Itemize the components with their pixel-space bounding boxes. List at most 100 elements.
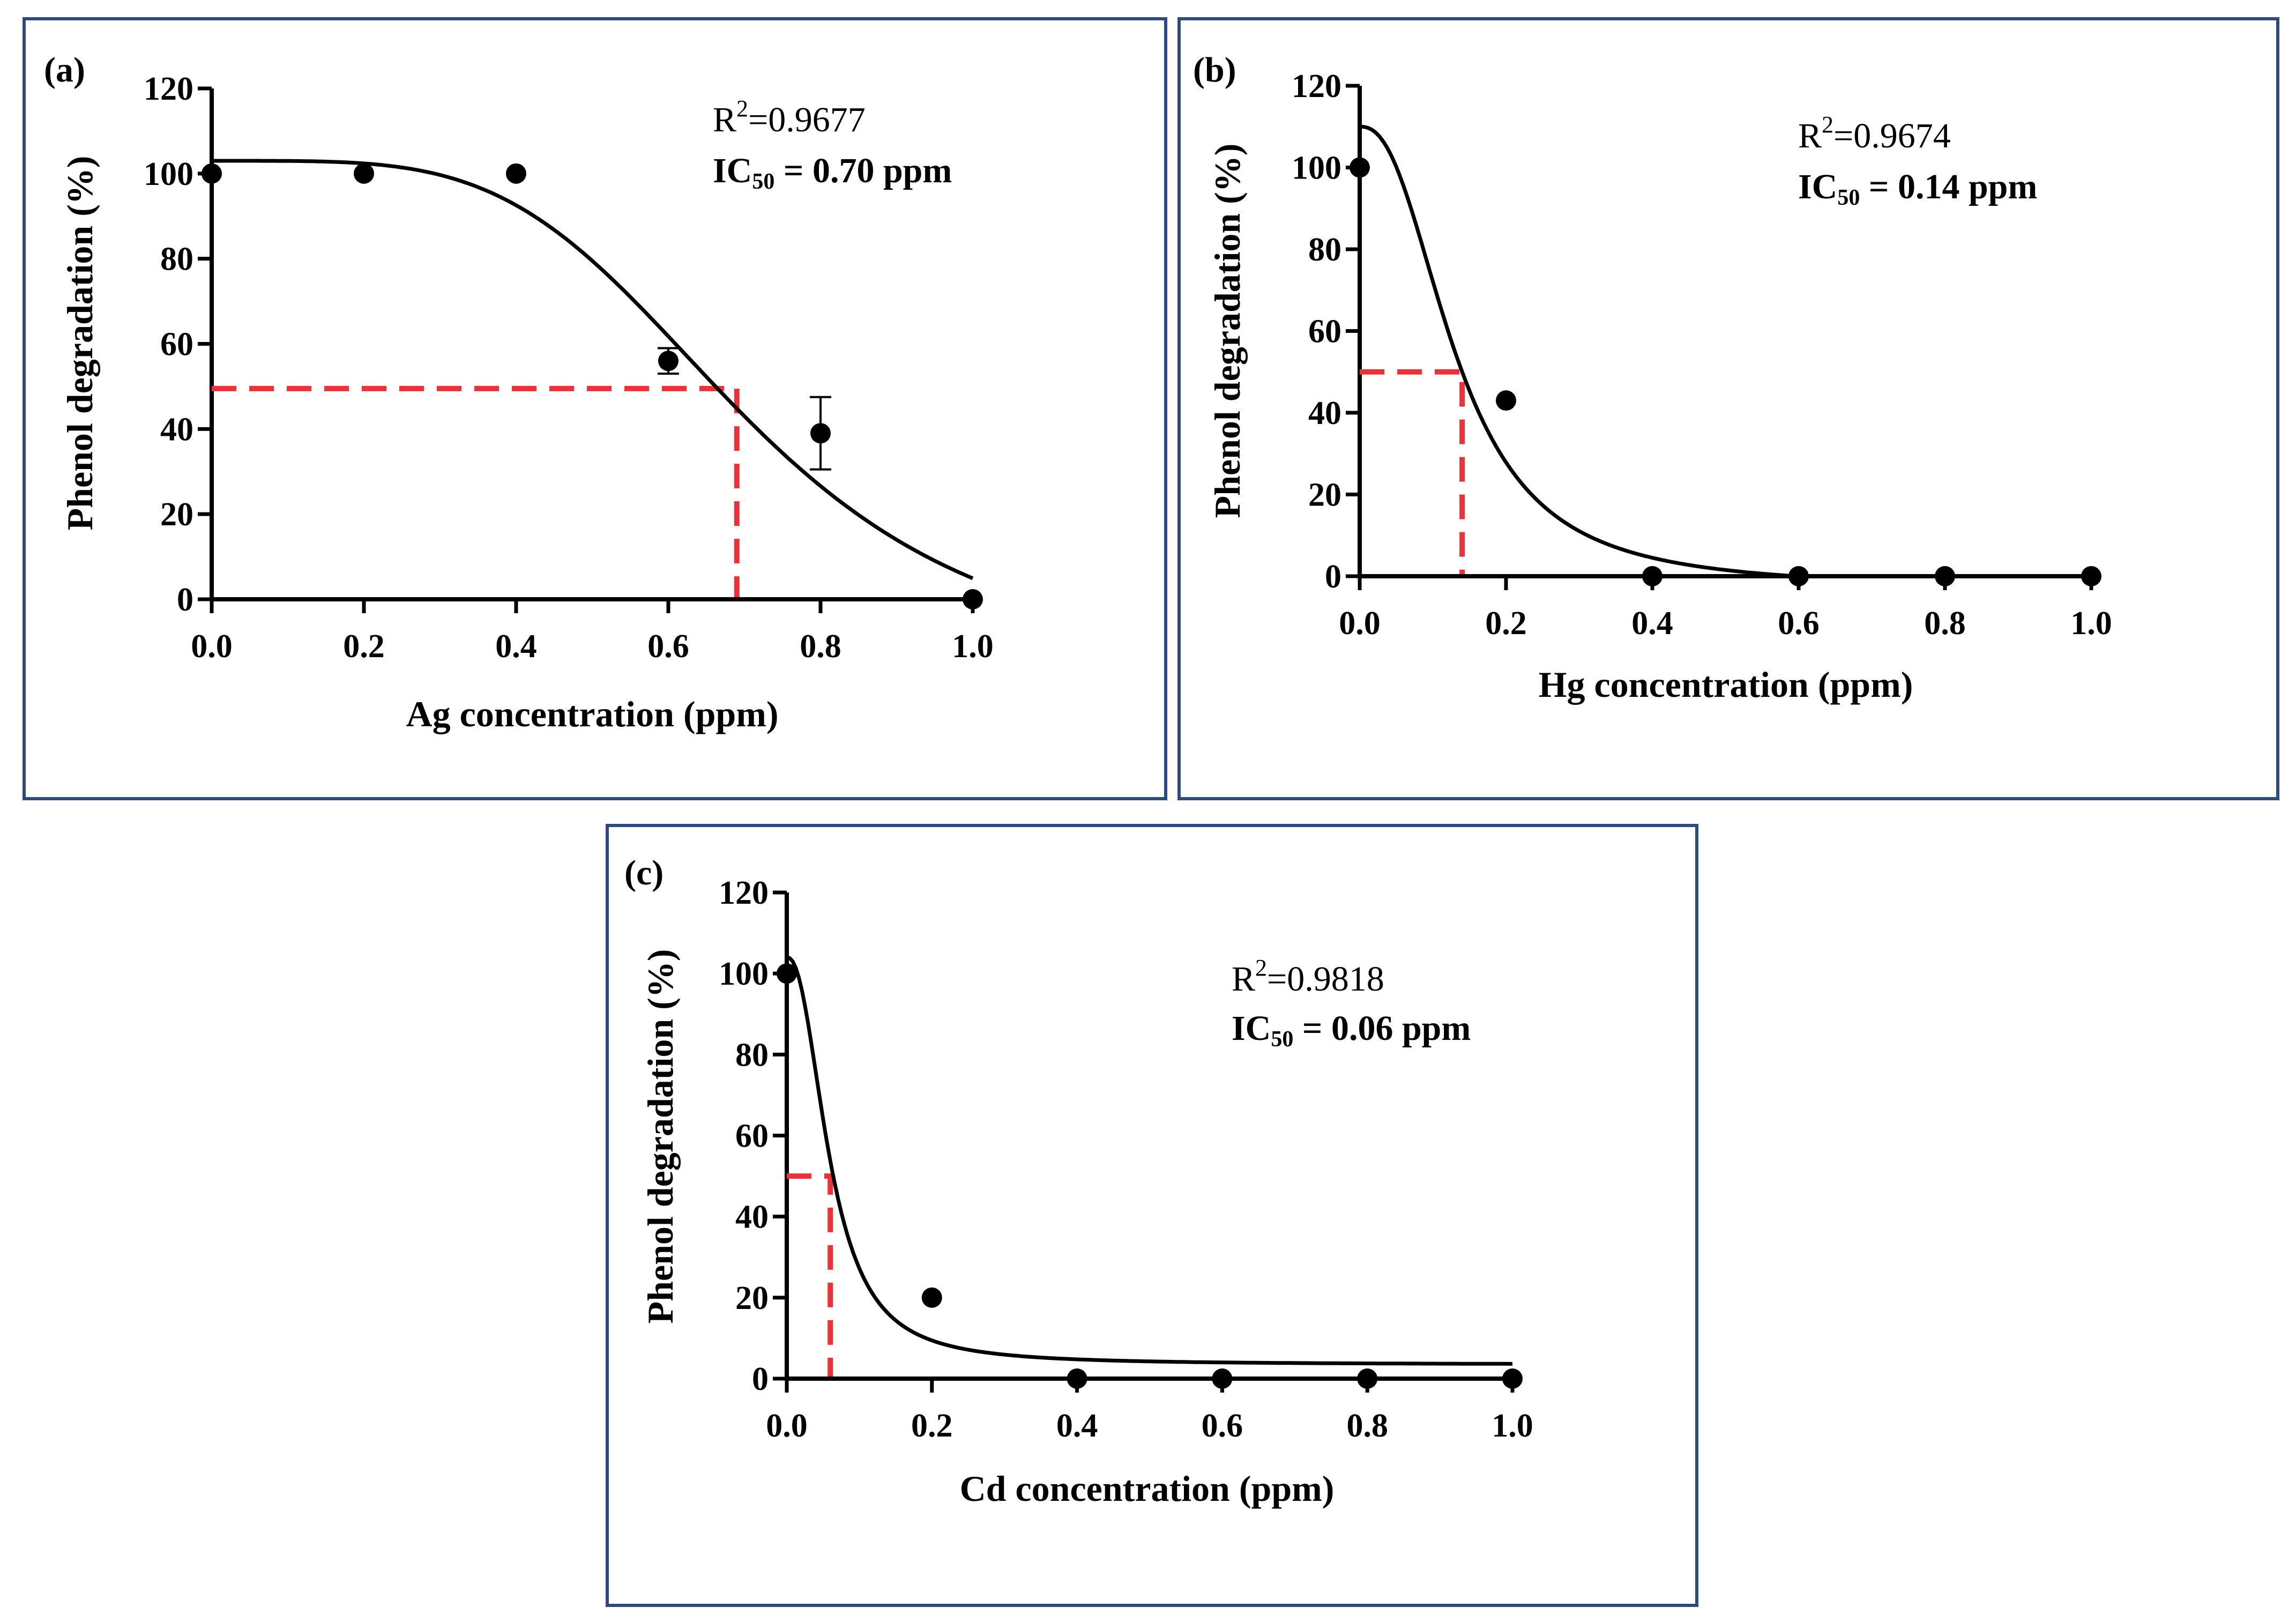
y-tick-label: 100 [144, 156, 193, 192]
y-tick-label: 80 [160, 241, 193, 278]
x-tick-label: 1.0 [1492, 1408, 1533, 1444]
x-axis-label: Hg concentration (ppm) [1539, 664, 1913, 705]
x-tick-label: 0.0 [766, 1408, 808, 1444]
x-axis-label: Cd concentration (ppm) [960, 1468, 1335, 1509]
r2-prefix: R [1798, 116, 1822, 155]
y-tick-label: 60 [160, 326, 193, 363]
ic50-label: IC50 = 0.70 ppm [713, 151, 952, 194]
chart-panel-c: (c) 0 20 40 60 80 100 120 0.0 0.2 0.4 0.6 0.8 1.0 Cd c… [606, 824, 1698, 1607]
y-tick-label: 0 [752, 1361, 769, 1397]
ic50-guide-line [212, 385, 740, 597]
r2-prefix: R [713, 100, 736, 139]
chart-panel-b: (b) 0 20 40 60 80 100 120 0.0 0.2 0.4 0.6 0.8 1.0 Hg c… [1177, 17, 2279, 800]
panel-label: (a) [44, 50, 85, 90]
ic50-guide-line [1360, 369, 1465, 574]
y-tick-label: 120 [1292, 68, 1341, 105]
ic50-label: IC50 = 0.06 ppm [1232, 1009, 1471, 1052]
data-point [354, 163, 374, 184]
data-point [1350, 157, 1370, 178]
x-tick-label: 0.0 [191, 628, 233, 665]
x-axis-label: Ag concentration (ppm) [406, 694, 778, 734]
y-tick-label: 20 [735, 1280, 769, 1316]
x-tick-label: 0.4 [495, 628, 537, 665]
ic50-prefix: IC [1232, 1009, 1271, 1048]
y-tick-label: 120 [719, 875, 769, 911]
r-squared-label: R2=0.9674 [1798, 111, 1951, 155]
x-tick-label: 0.4 [1631, 605, 1673, 642]
r2-superscript: 2 [736, 95, 748, 122]
panel-frame [1177, 17, 2279, 800]
data-point [963, 589, 983, 609]
x-tick-label: 0.0 [1339, 605, 1381, 642]
ic50-value: = 0.70 ppm [774, 151, 952, 190]
ic50-prefix: IC [713, 151, 752, 190]
x-tick-label: 0.6 [1202, 1408, 1243, 1444]
y-tick-label: 0 [1325, 559, 1341, 595]
r2-value: =0.9674 [1833, 116, 1951, 155]
data-point [1642, 566, 1663, 586]
data-point [777, 963, 797, 984]
data-point [1496, 390, 1516, 411]
r2-superscript: 2 [1255, 955, 1267, 981]
y-tick-label: 100 [1292, 150, 1341, 187]
ic50-label: IC50 = 0.14 ppm [1798, 167, 2037, 210]
y-tick-label: 60 [735, 1118, 769, 1155]
x-tick-label: 0.2 [911, 1408, 953, 1444]
x-tick-label: 0.6 [647, 628, 689, 665]
data-point [2081, 566, 2101, 586]
x-tick-label: 0.6 [1778, 605, 1820, 642]
r-squared-label: R2=0.9818 [1232, 955, 1384, 999]
y-axis-label: Phenol degradation (%) [1207, 144, 1248, 518]
ic50-guide-line [787, 1173, 833, 1377]
y-tick-label: 40 [1308, 395, 1341, 431]
ic50-value: = 0.14 ppm [1860, 167, 2037, 206]
x-tick-label: 0.2 [343, 628, 385, 665]
data-point [1212, 1368, 1233, 1389]
panel-label: (b) [1193, 50, 1236, 90]
r-squared-label: R2=0.9677 [713, 95, 866, 139]
y-tick-label: 0 [177, 582, 193, 618]
data-point [921, 1287, 942, 1308]
y-axis-label: Phenol degradation (%) [59, 156, 100, 531]
data-point [658, 351, 679, 371]
panel-frame [23, 17, 1167, 800]
data-point [1357, 1368, 1378, 1389]
ic50-prefix: IC [1798, 167, 1837, 206]
data-point [1067, 1368, 1087, 1389]
x-tick-label: 0.8 [800, 628, 841, 665]
panel-label: (c) [624, 853, 664, 892]
r2-superscript: 2 [1822, 111, 1833, 138]
ic50-subscript: 50 [752, 169, 774, 194]
r2-value: =0.9677 [748, 100, 866, 139]
y-tick-label: 20 [1308, 477, 1341, 514]
y-tick-label: 80 [1308, 232, 1341, 268]
x-tick-label: 0.2 [1485, 605, 1527, 642]
y-tick-label: 100 [719, 956, 769, 992]
data-point [202, 163, 222, 184]
data-point [810, 423, 831, 444]
fit-curve [212, 159, 974, 581]
fit-curve [786, 955, 1512, 1366]
x-tick-label: 0.4 [1056, 1408, 1098, 1444]
y-tick-label: 20 [160, 496, 193, 533]
y-tick-label: 40 [735, 1199, 769, 1236]
r2-prefix: R [1232, 959, 1255, 999]
x-tick-label: 1.0 [952, 628, 994, 665]
data-point [1502, 1368, 1523, 1389]
data-point [506, 163, 526, 184]
y-tick-label: 60 [1308, 314, 1341, 350]
data-point [1788, 566, 1809, 586]
x-tick-label: 1.0 [2070, 605, 2112, 642]
y-axis-label: Phenol degradation (%) [640, 949, 681, 1324]
data-point [1935, 566, 1955, 586]
x-tick-label: 0.8 [1924, 605, 1966, 642]
fit-curve [1359, 124, 1945, 578]
ic50-subscript: 50 [1837, 185, 1860, 210]
y-tick-label: 120 [144, 71, 193, 107]
r2-value: =0.9818 [1267, 959, 1384, 999]
x-tick-label: 0.8 [1346, 1408, 1388, 1444]
y-tick-label: 40 [160, 411, 193, 448]
ic50-subscript: 50 [1271, 1027, 1293, 1052]
chart-panel-a: (a) 0 20 40 60 80 100 120 0.0 0.2 0.4 0.6 0.8 1.0 Ag c… [23, 17, 1167, 800]
